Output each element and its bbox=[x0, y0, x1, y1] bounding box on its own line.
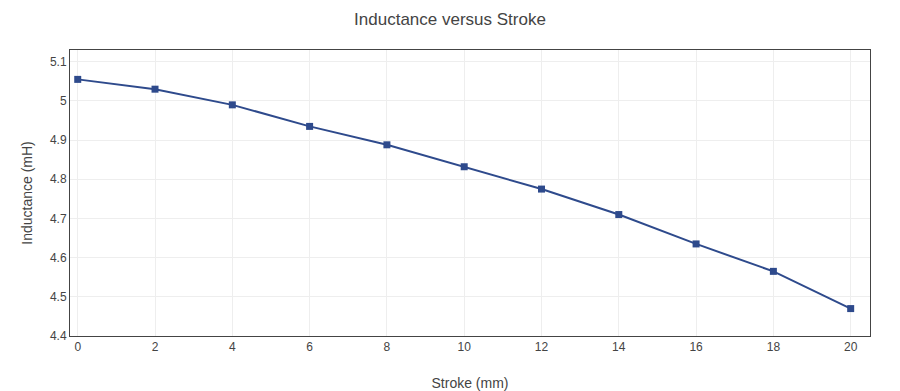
svg-text:18: 18 bbox=[767, 340, 781, 354]
svg-text:8: 8 bbox=[384, 340, 391, 354]
svg-text:14: 14 bbox=[612, 340, 626, 354]
svg-text:4: 4 bbox=[229, 340, 236, 354]
svg-text:4.7: 4.7 bbox=[50, 212, 67, 226]
svg-text:16: 16 bbox=[689, 340, 703, 354]
svg-text:20: 20 bbox=[844, 340, 858, 354]
svg-text:10: 10 bbox=[458, 340, 472, 354]
svg-text:Inductance versus Stroke: Inductance versus Stroke bbox=[354, 10, 546, 29]
svg-text:4.9: 4.9 bbox=[50, 133, 67, 147]
svg-text:4.4: 4.4 bbox=[50, 329, 67, 343]
svg-text:2: 2 bbox=[152, 340, 159, 354]
svg-text:4.6: 4.6 bbox=[50, 251, 67, 265]
svg-text:12: 12 bbox=[535, 340, 549, 354]
svg-text:0: 0 bbox=[74, 340, 81, 354]
svg-text:4.5: 4.5 bbox=[50, 290, 67, 304]
svg-text:6: 6 bbox=[306, 340, 313, 354]
svg-text:Inductance (mH): Inductance (mH) bbox=[19, 141, 35, 244]
svg-text:4.8: 4.8 bbox=[50, 172, 67, 186]
svg-text:5.1: 5.1 bbox=[50, 55, 67, 69]
svg-text:5: 5 bbox=[60, 94, 67, 108]
svg-text:Stroke (mm): Stroke (mm) bbox=[432, 375, 509, 391]
